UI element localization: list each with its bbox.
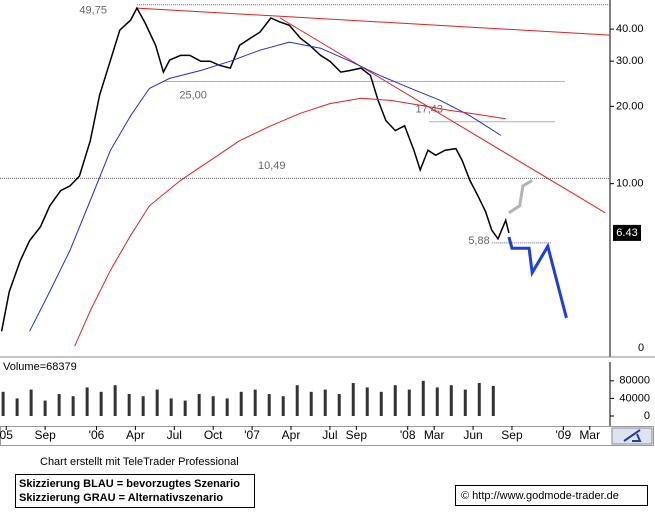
level-label: 49,75 [79,5,107,17]
volume-bar [29,389,33,416]
trend-line [136,7,610,36]
volume-bar [491,385,495,416]
moving-average [29,41,502,332]
x-tick-label: Mar [424,428,445,442]
nav-icon-arrow [623,429,642,442]
trend-line [279,17,606,214]
x-tick-label: '06 [89,428,105,442]
legend-line: Skizzierung GRAU = Alternativszenario [19,492,223,504]
legend-box [15,474,255,508]
volume-bar [435,387,439,416]
volume-bar [477,383,481,416]
volume-bar [449,385,453,416]
volume-bar [407,389,411,416]
volume-bar [141,396,145,416]
last-price-box [613,224,641,241]
level-label: 25,00 [179,89,207,101]
y-tick-label: 40.00 [616,23,644,35]
volume-bar [337,394,341,416]
y-tick-label: 80000 [619,375,650,387]
x-tick-label: Sep [34,428,56,442]
level-label: 17,43 [415,104,443,116]
volume-bar [253,389,257,416]
moving-average [74,97,506,347]
volume-bar [99,391,103,416]
level-label: 5,88 [468,235,489,247]
x-tick-label: Sep [501,428,523,442]
volume-bar [85,387,89,416]
x-tick-label: Oct [204,428,223,442]
volume-bar [267,394,271,416]
x-tick-label: '08 [400,428,416,442]
last-price-label: 6.43 [616,227,637,239]
x-tick-label: Apr [126,428,145,442]
x-tick-label: Sep [346,428,368,442]
volume-bar [71,396,75,416]
volume-bar [393,385,397,416]
y-bottom-label: 0 [638,342,644,354]
x-tick-label: Mar [579,428,600,442]
volume-bar [113,385,117,416]
volume-bar [351,383,355,416]
legend-line: Skizzierung BLAU = bevorzugtes Szenario [19,478,240,490]
x-tick-label: '09 [555,428,571,442]
volume-bar [365,387,369,416]
volume-bar [197,394,201,416]
price-line [0,6,510,332]
volume-bar [169,398,173,416]
volume-bar [295,385,299,416]
volume-bar [57,394,61,416]
volume-bar [281,396,285,416]
volume-bar [211,396,215,416]
x-tick-label: Apr [282,428,301,442]
source-box [455,485,648,506]
volume-bar [155,389,159,416]
x-tick-label: Jun [463,428,482,442]
volume-bar [309,391,313,416]
footer-source: © http://www.godmode-trader.de [461,490,619,502]
x-tick-label: Jul [167,428,182,442]
y-tick-label: 0 [644,410,650,422]
x-tick-label: 05 [0,428,13,442]
volume-bar [323,389,327,416]
volume-bar [239,391,243,416]
volume-bar [379,391,383,416]
scenario-line [507,236,568,319]
y-tick-label: 30.00 [616,55,644,67]
volume-bar [463,389,467,416]
volume-bar [43,400,47,416]
volume-bar [1,391,5,416]
x-axis-band [0,426,654,446]
volume-bar [127,394,131,416]
level-label: 10,49 [258,160,286,172]
y-tick-label: 40000 [619,392,650,404]
x-tick-label: '07 [244,428,260,442]
volume-bar [225,398,229,416]
x-tick-label: Jul [322,428,337,442]
footer-credit: Chart erstellt mit TeleTrader Profession… [40,456,239,468]
y-tick-label: 20.00 [616,100,644,112]
volume-bar [421,380,425,416]
volume-bar [15,398,19,416]
y-tick-label: 10.00 [616,178,644,190]
volume-bar [183,400,187,416]
volume-title: Volume=68379 [3,361,77,373]
scenario-line [508,179,533,215]
